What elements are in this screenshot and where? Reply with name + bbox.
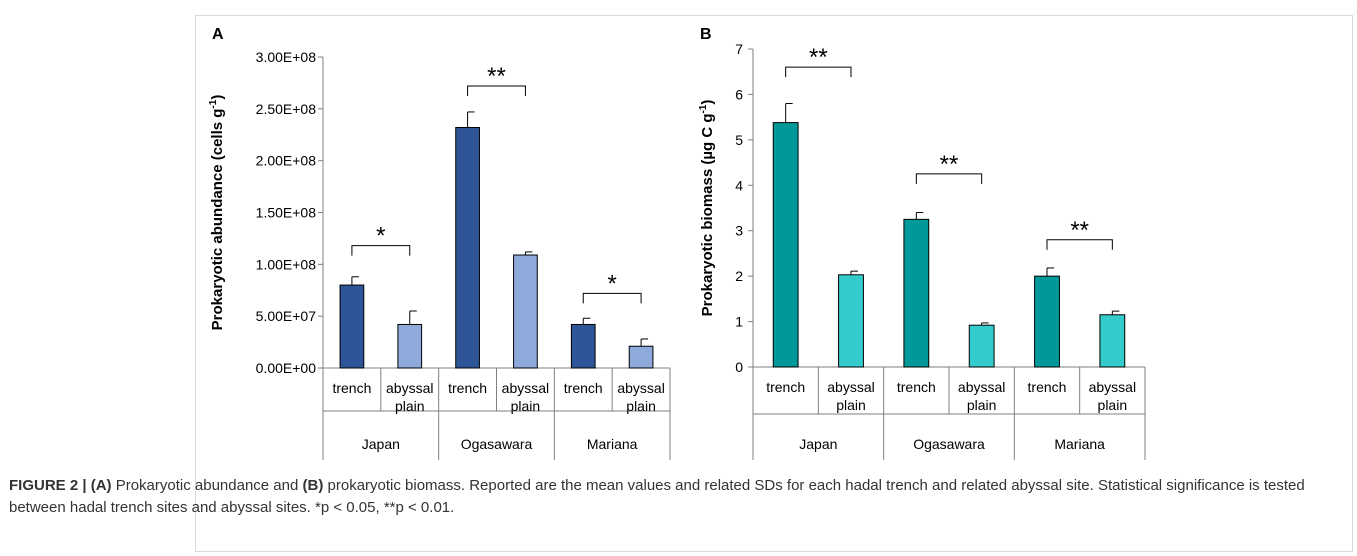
y-tick-label: 0.00E+00: [256, 360, 317, 376]
y-tick-label: 3.00E+08: [256, 49, 317, 65]
x-category-label: plain: [511, 398, 541, 414]
y-tick-label: 3: [735, 223, 743, 239]
significance-label: **: [1070, 217, 1089, 244]
y-tick-label: 4: [735, 177, 743, 193]
x-category-label: plain: [395, 398, 425, 414]
y-tick-label: 7: [735, 41, 743, 57]
x-category-label: plain: [626, 398, 656, 414]
significance-bracket: [582, 292, 642, 304]
significance-label: **: [809, 44, 828, 71]
x-category-label: plain: [967, 397, 997, 413]
x-group-label: Mariana: [1054, 436, 1105, 452]
bar: [455, 126, 480, 369]
bar: [1034, 275, 1060, 368]
y-axis-label: Prokaryotic biomass (µg C g-1): [698, 100, 716, 317]
y-tick-label: 0: [735, 359, 743, 375]
y-tick-label: 2.00E+08: [256, 153, 317, 169]
x-category-label: abyssal: [386, 380, 433, 396]
x-category-label: trench: [897, 379, 936, 395]
panel-label: B: [700, 26, 712, 43]
x-group-label: Ogasawara: [913, 436, 985, 452]
bar: [903, 218, 930, 368]
x-category-label: abyssal: [1089, 379, 1136, 395]
panel-label: A: [212, 26, 224, 43]
significance-label: *: [607, 270, 616, 297]
x-category-label: abyssal: [958, 379, 1005, 395]
x-category-label: trench: [448, 380, 487, 396]
y-tick-label: 5: [735, 132, 743, 148]
y-tick-label: 6: [735, 86, 743, 102]
y-tick-label: 1: [735, 314, 743, 330]
chart-panel-b: B 0 1 2 3 4 5 6 7 Prokaryotic biomass (µg C g-1) t…: [698, 26, 1146, 460]
bar: [772, 122, 799, 368]
x-category-label: abyssal: [617, 380, 664, 396]
x-category-label: abyssal: [827, 379, 874, 395]
significance-bracket: [785, 66, 852, 78]
caption-figure-label: FIGURE 2 |: [9, 477, 87, 494]
x-category-label: plain: [1098, 397, 1128, 413]
caption-ref-a: (A): [90, 477, 112, 494]
bar: [968, 324, 995, 368]
x-category-label: trench: [1028, 379, 1067, 395]
significance-label: **: [940, 151, 959, 178]
bar: [628, 345, 654, 369]
x-group-label: Mariana: [587, 436, 638, 452]
x-group-label: Japan: [362, 436, 400, 452]
x-category-label: trench: [332, 380, 371, 396]
x-category-label: plain: [836, 397, 866, 413]
chart-panel-a: A 0.00E+00 5.00E+07 1.00E+08 1.50E+08 2.00E+0…: [208, 26, 671, 460]
significance-bracket: [915, 173, 983, 184]
caption-text-b: prokaryotic biomass. Reported are the me…: [9, 477, 1305, 516]
y-tick-label: 2.50E+08: [256, 101, 317, 117]
x-group-label: Japan: [799, 436, 837, 452]
bar: [339, 284, 365, 369]
significance-bracket: [467, 85, 526, 97]
x-category-label: abyssal: [502, 380, 549, 396]
caption-ref-b: (B): [302, 477, 324, 494]
figure-caption: FIGURE 2 | (A) Prokaryotic abundance and…: [9, 475, 1339, 519]
y-tick-label: 1.50E+08: [256, 205, 317, 221]
significance-bracket: [351, 245, 411, 256]
y-tick-label: 5.00E+07: [256, 308, 317, 324]
caption-text-a: Prokaryotic abundance and: [111, 477, 303, 494]
y-tick-label: 1.00E+08: [256, 256, 317, 272]
significance-label: *: [376, 223, 385, 250]
bar: [570, 323, 596, 369]
bar: [513, 254, 538, 369]
bar: [838, 274, 864, 368]
significance-label: **: [487, 63, 506, 90]
bar: [1099, 314, 1126, 368]
x-category-label: trench: [766, 379, 805, 395]
y-axis-label: Prokaryotic abundance (cells g-1): [208, 95, 226, 331]
x-category-label: trench: [564, 380, 603, 396]
x-group-label: Ogasawara: [461, 436, 533, 452]
y-tick-label: 2: [735, 268, 743, 284]
significance-bracket: [1046, 239, 1113, 250]
bar: [397, 323, 423, 369]
